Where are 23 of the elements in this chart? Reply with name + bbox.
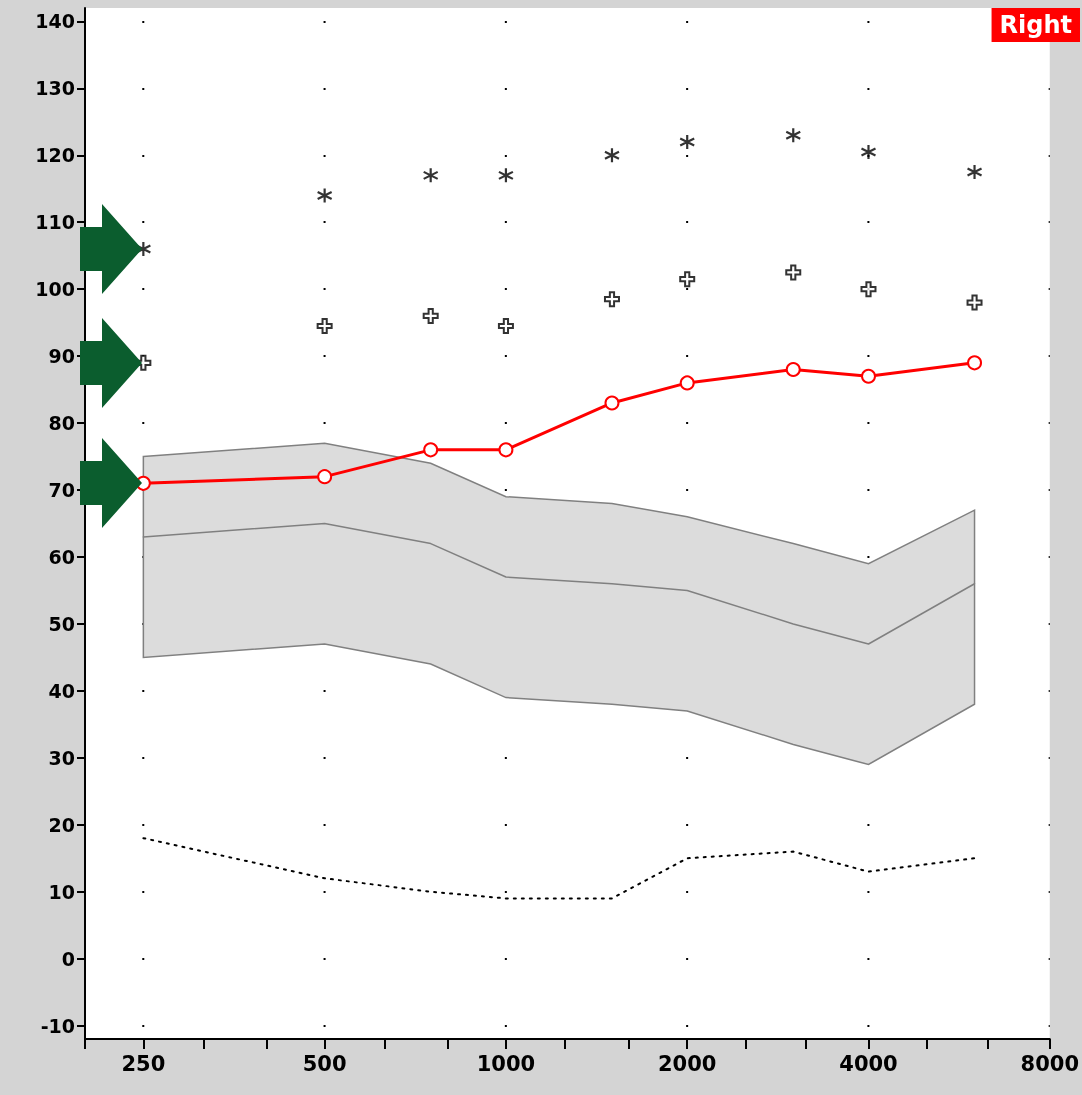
- y-tick-label: 140: [35, 10, 75, 33]
- y-tick-label: 80: [48, 412, 75, 435]
- y-tick-label: 40: [48, 679, 75, 702]
- y-tick-label: 90: [48, 345, 75, 368]
- y-tick-label: 50: [48, 612, 75, 635]
- y-tick-label: 110: [35, 211, 75, 234]
- y-tick-label: 0: [61, 947, 75, 970]
- x-tick-label: 500: [302, 1051, 347, 1076]
- y-tick-label: 20: [48, 813, 75, 836]
- x-tick-label: 2000: [657, 1051, 717, 1076]
- y-tick-label: 100: [35, 278, 75, 301]
- x-tick-label: 8000: [1020, 1051, 1079, 1076]
- annotation: Right: [999, 11, 1073, 39]
- y-tick-label: 70: [48, 479, 75, 502]
- y-tick-label: 130: [35, 77, 75, 100]
- y-tick-label: 60: [48, 545, 75, 568]
- y-tick-label: 10: [48, 880, 75, 903]
- y-tick-label: 120: [35, 144, 75, 167]
- x-tick-label: 250: [121, 1051, 166, 1076]
- y-tick-label: -10: [40, 1014, 75, 1037]
- x-tick-label: 4000: [839, 1051, 898, 1076]
- x-tick-label: 1000: [476, 1051, 536, 1076]
- y-tick-label: 30: [48, 746, 75, 769]
